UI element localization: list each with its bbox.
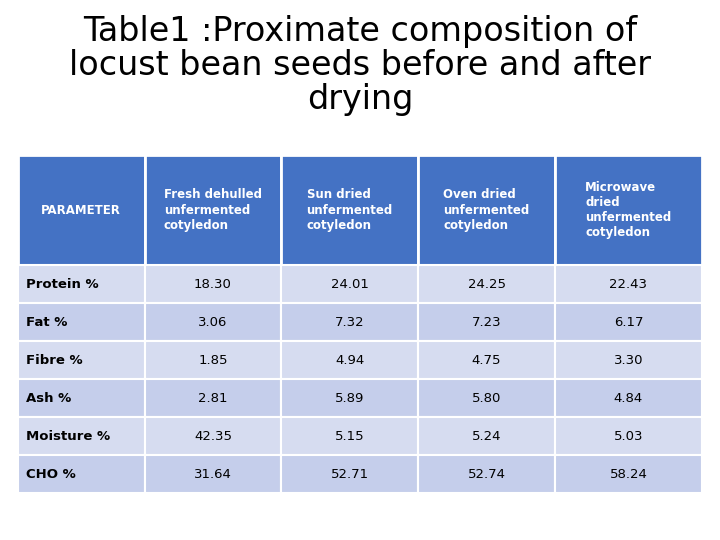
Bar (18, 341, 145, 379)
Text: 24.01: 24.01 (330, 278, 369, 291)
Text: 18.30: 18.30 (194, 278, 232, 291)
Bar (418, 417, 555, 455)
Text: Fresh dehulled
unfermented
cotyledon: Fresh dehulled unfermented cotyledon (164, 188, 262, 232)
Bar (282, 379, 418, 417)
Text: Sun dried
unfermented
cotyledon: Sun dried unfermented cotyledon (307, 188, 393, 232)
Text: 4.84: 4.84 (614, 392, 643, 404)
Text: 52.71: 52.71 (330, 468, 369, 481)
Text: Oven dried
unfermented
cotyledon: Oven dried unfermented cotyledon (444, 188, 530, 232)
Bar (555, 379, 702, 417)
Bar (18, 417, 145, 455)
Text: 5.24: 5.24 (472, 429, 501, 442)
Bar (18, 303, 145, 341)
Text: drying: drying (307, 83, 413, 116)
Text: Protein %: Protein % (26, 278, 99, 291)
Text: 22.43: 22.43 (609, 278, 647, 291)
Bar (282, 155, 418, 265)
Bar (282, 341, 418, 379)
Text: Table1 :Proximate composition of: Table1 :Proximate composition of (83, 15, 637, 48)
Bar (555, 303, 702, 341)
Bar (418, 303, 555, 341)
Bar (555, 417, 702, 455)
Text: 2.81: 2.81 (198, 392, 228, 404)
Text: 7.23: 7.23 (472, 315, 501, 328)
Text: 4.75: 4.75 (472, 354, 501, 367)
Text: 5.03: 5.03 (613, 429, 643, 442)
Bar (418, 265, 555, 303)
Text: 52.74: 52.74 (467, 468, 505, 481)
Text: 7.32: 7.32 (335, 315, 364, 328)
Bar (145, 417, 282, 455)
Bar (282, 265, 418, 303)
Text: 58.24: 58.24 (610, 468, 647, 481)
Text: 5.89: 5.89 (335, 392, 364, 404)
Bar (555, 265, 702, 303)
Bar (555, 155, 702, 265)
Bar (418, 155, 555, 265)
Text: 1.85: 1.85 (198, 354, 228, 367)
Bar (145, 379, 282, 417)
Text: 3.06: 3.06 (198, 315, 228, 328)
Bar (418, 455, 555, 493)
Text: 24.25: 24.25 (467, 278, 505, 291)
Bar (145, 265, 282, 303)
Bar (555, 455, 702, 493)
Bar (418, 379, 555, 417)
Text: CHO %: CHO % (26, 468, 76, 481)
Text: locust bean seeds before and after: locust bean seeds before and after (69, 49, 651, 82)
Text: Moisture %: Moisture % (26, 429, 110, 442)
Text: 31.64: 31.64 (194, 468, 232, 481)
Bar (145, 341, 282, 379)
Text: Fat %: Fat % (26, 315, 68, 328)
Bar (555, 341, 702, 379)
Bar (145, 155, 282, 265)
Text: 42.35: 42.35 (194, 429, 232, 442)
Text: Microwave
dried
unfermented
cotyledon: Microwave dried unfermented cotyledon (585, 181, 672, 239)
Text: 3.30: 3.30 (613, 354, 643, 367)
Bar (18, 155, 145, 265)
Bar (18, 455, 145, 493)
Text: PARAMETER: PARAMETER (41, 204, 121, 217)
Text: 6.17: 6.17 (613, 315, 643, 328)
Bar (282, 455, 418, 493)
Text: 5.15: 5.15 (335, 429, 364, 442)
Text: 4.94: 4.94 (335, 354, 364, 367)
Text: Ash %: Ash % (26, 392, 71, 404)
Text: Fibre %: Fibre % (26, 354, 83, 367)
Bar (18, 379, 145, 417)
Bar (18, 265, 145, 303)
Bar (145, 455, 282, 493)
Bar (282, 303, 418, 341)
Bar (418, 341, 555, 379)
Text: 5.80: 5.80 (472, 392, 501, 404)
Bar (145, 303, 282, 341)
Bar (282, 417, 418, 455)
